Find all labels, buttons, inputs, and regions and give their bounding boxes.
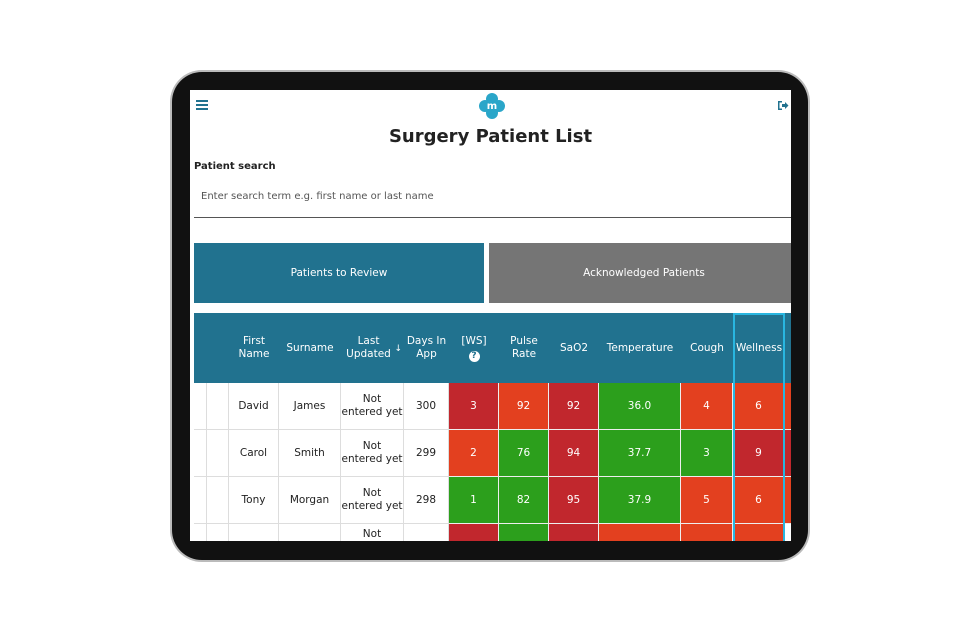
- row-spacer: [194, 477, 207, 524]
- days-cell: 298: [404, 477, 449, 524]
- text-cell: Not entered yet: [341, 430, 404, 477]
- days-cell: 300: [404, 383, 449, 430]
- score-cell: [733, 524, 785, 541]
- search-label: Patient search: [194, 161, 276, 172]
- page-title: Surgery Patient List: [388, 126, 593, 147]
- score-cell: [681, 524, 733, 541]
- column-header: Pulse Rate: [510, 335, 538, 360]
- score-cell: 6: [733, 477, 785, 524]
- search-placeholder: Enter search term e.g. first name or las…: [201, 191, 434, 202]
- score-cell: 36.0: [599, 383, 681, 430]
- score-cell: 3: [449, 383, 499, 430]
- row-spacer: [207, 430, 229, 477]
- column-header: Last Updated ↓: [346, 335, 402, 360]
- logout-icon[interactable]: [777, 100, 789, 111]
- text-cell: Not entered yet: [341, 383, 404, 430]
- column-header: Cough: [690, 341, 724, 354]
- menu-icon[interactable]: [196, 100, 208, 110]
- tab-review[interactable]: Patients to Review: [194, 243, 484, 303]
- search-input[interactable]: Enter search term e.g. first name or las…: [194, 182, 791, 218]
- row-spacer: [194, 430, 207, 477]
- column-header: First Name: [238, 335, 270, 360]
- row-spacer: [194, 383, 207, 430]
- tab-acknowledged[interactable]: Acknowledged Patients: [489, 243, 791, 303]
- score-cell: [499, 524, 549, 541]
- score-cell: [599, 524, 681, 541]
- overflow-cell: [785, 430, 791, 477]
- score-cell: [549, 524, 599, 541]
- text-cell: Smith: [279, 430, 341, 477]
- text-cell: Not entered yet: [341, 477, 404, 524]
- score-cell: 37.9: [599, 477, 681, 524]
- text-cell: [279, 524, 341, 541]
- score-cell: 92: [499, 383, 549, 430]
- sort-icon: ↓: [394, 344, 402, 354]
- score-cell: 1: [449, 477, 499, 524]
- days-cell: 299: [404, 430, 449, 477]
- score-cell: 37.7: [599, 430, 681, 477]
- logo: m: [479, 93, 505, 119]
- text-cell: Tony: [229, 477, 279, 524]
- score-cell: 94: [549, 430, 599, 477]
- screen: m Surgery Patient List Patient search En…: [190, 90, 791, 541]
- row-spacer: [207, 524, 229, 541]
- logo-text: m: [487, 101, 497, 112]
- score-cell: [449, 524, 499, 541]
- text-cell: Carol: [229, 430, 279, 477]
- column-header: Days In App: [406, 335, 447, 360]
- score-cell: 76: [499, 430, 549, 477]
- column-header: [WS]?: [461, 334, 487, 362]
- score-cell: 92: [549, 383, 599, 430]
- overflow-cell: [785, 477, 791, 524]
- text-cell: David: [229, 383, 279, 430]
- text-cell: Not: [341, 524, 404, 541]
- text-cell: James: [279, 383, 341, 430]
- text-cell: [404, 524, 449, 541]
- help-icon: ?: [468, 350, 480, 362]
- column-header: SaO2: [559, 341, 589, 354]
- text-cell: Morgan: [279, 477, 341, 524]
- column-header: Wellness: [735, 341, 783, 354]
- score-cell: 82: [499, 477, 549, 524]
- score-cell: 3: [681, 430, 733, 477]
- table-header: [194, 313, 791, 383]
- row-spacer: [207, 477, 229, 524]
- row-spacer: [194, 524, 207, 541]
- column-header: Temperature: [606, 341, 674, 354]
- score-cell: 5: [681, 477, 733, 524]
- score-cell: 2: [449, 430, 499, 477]
- score-cell: 6: [733, 383, 785, 430]
- score-cell: 95: [549, 477, 599, 524]
- column-header: Surname: [286, 341, 334, 354]
- row-spacer: [207, 383, 229, 430]
- overflow-cell: [785, 383, 791, 430]
- text-cell: [229, 524, 279, 541]
- score-cell: 4: [681, 383, 733, 430]
- score-cell: 9: [733, 430, 785, 477]
